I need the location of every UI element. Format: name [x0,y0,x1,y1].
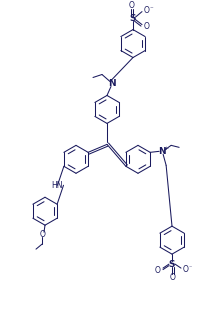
Text: O: O [144,22,150,31]
Text: S: S [169,260,175,269]
Text: O: O [129,1,135,10]
Text: O: O [144,6,150,15]
Text: O: O [183,265,189,274]
Text: ⁻: ⁻ [189,266,192,272]
Text: O: O [170,272,176,282]
Text: ⁻: ⁻ [150,7,154,13]
Text: N: N [158,147,166,156]
Text: S: S [130,14,136,23]
Text: +: + [163,146,169,151]
Text: O: O [155,266,161,275]
Text: HN: HN [52,181,63,190]
Text: O: O [40,230,46,239]
Text: N: N [108,79,116,88]
